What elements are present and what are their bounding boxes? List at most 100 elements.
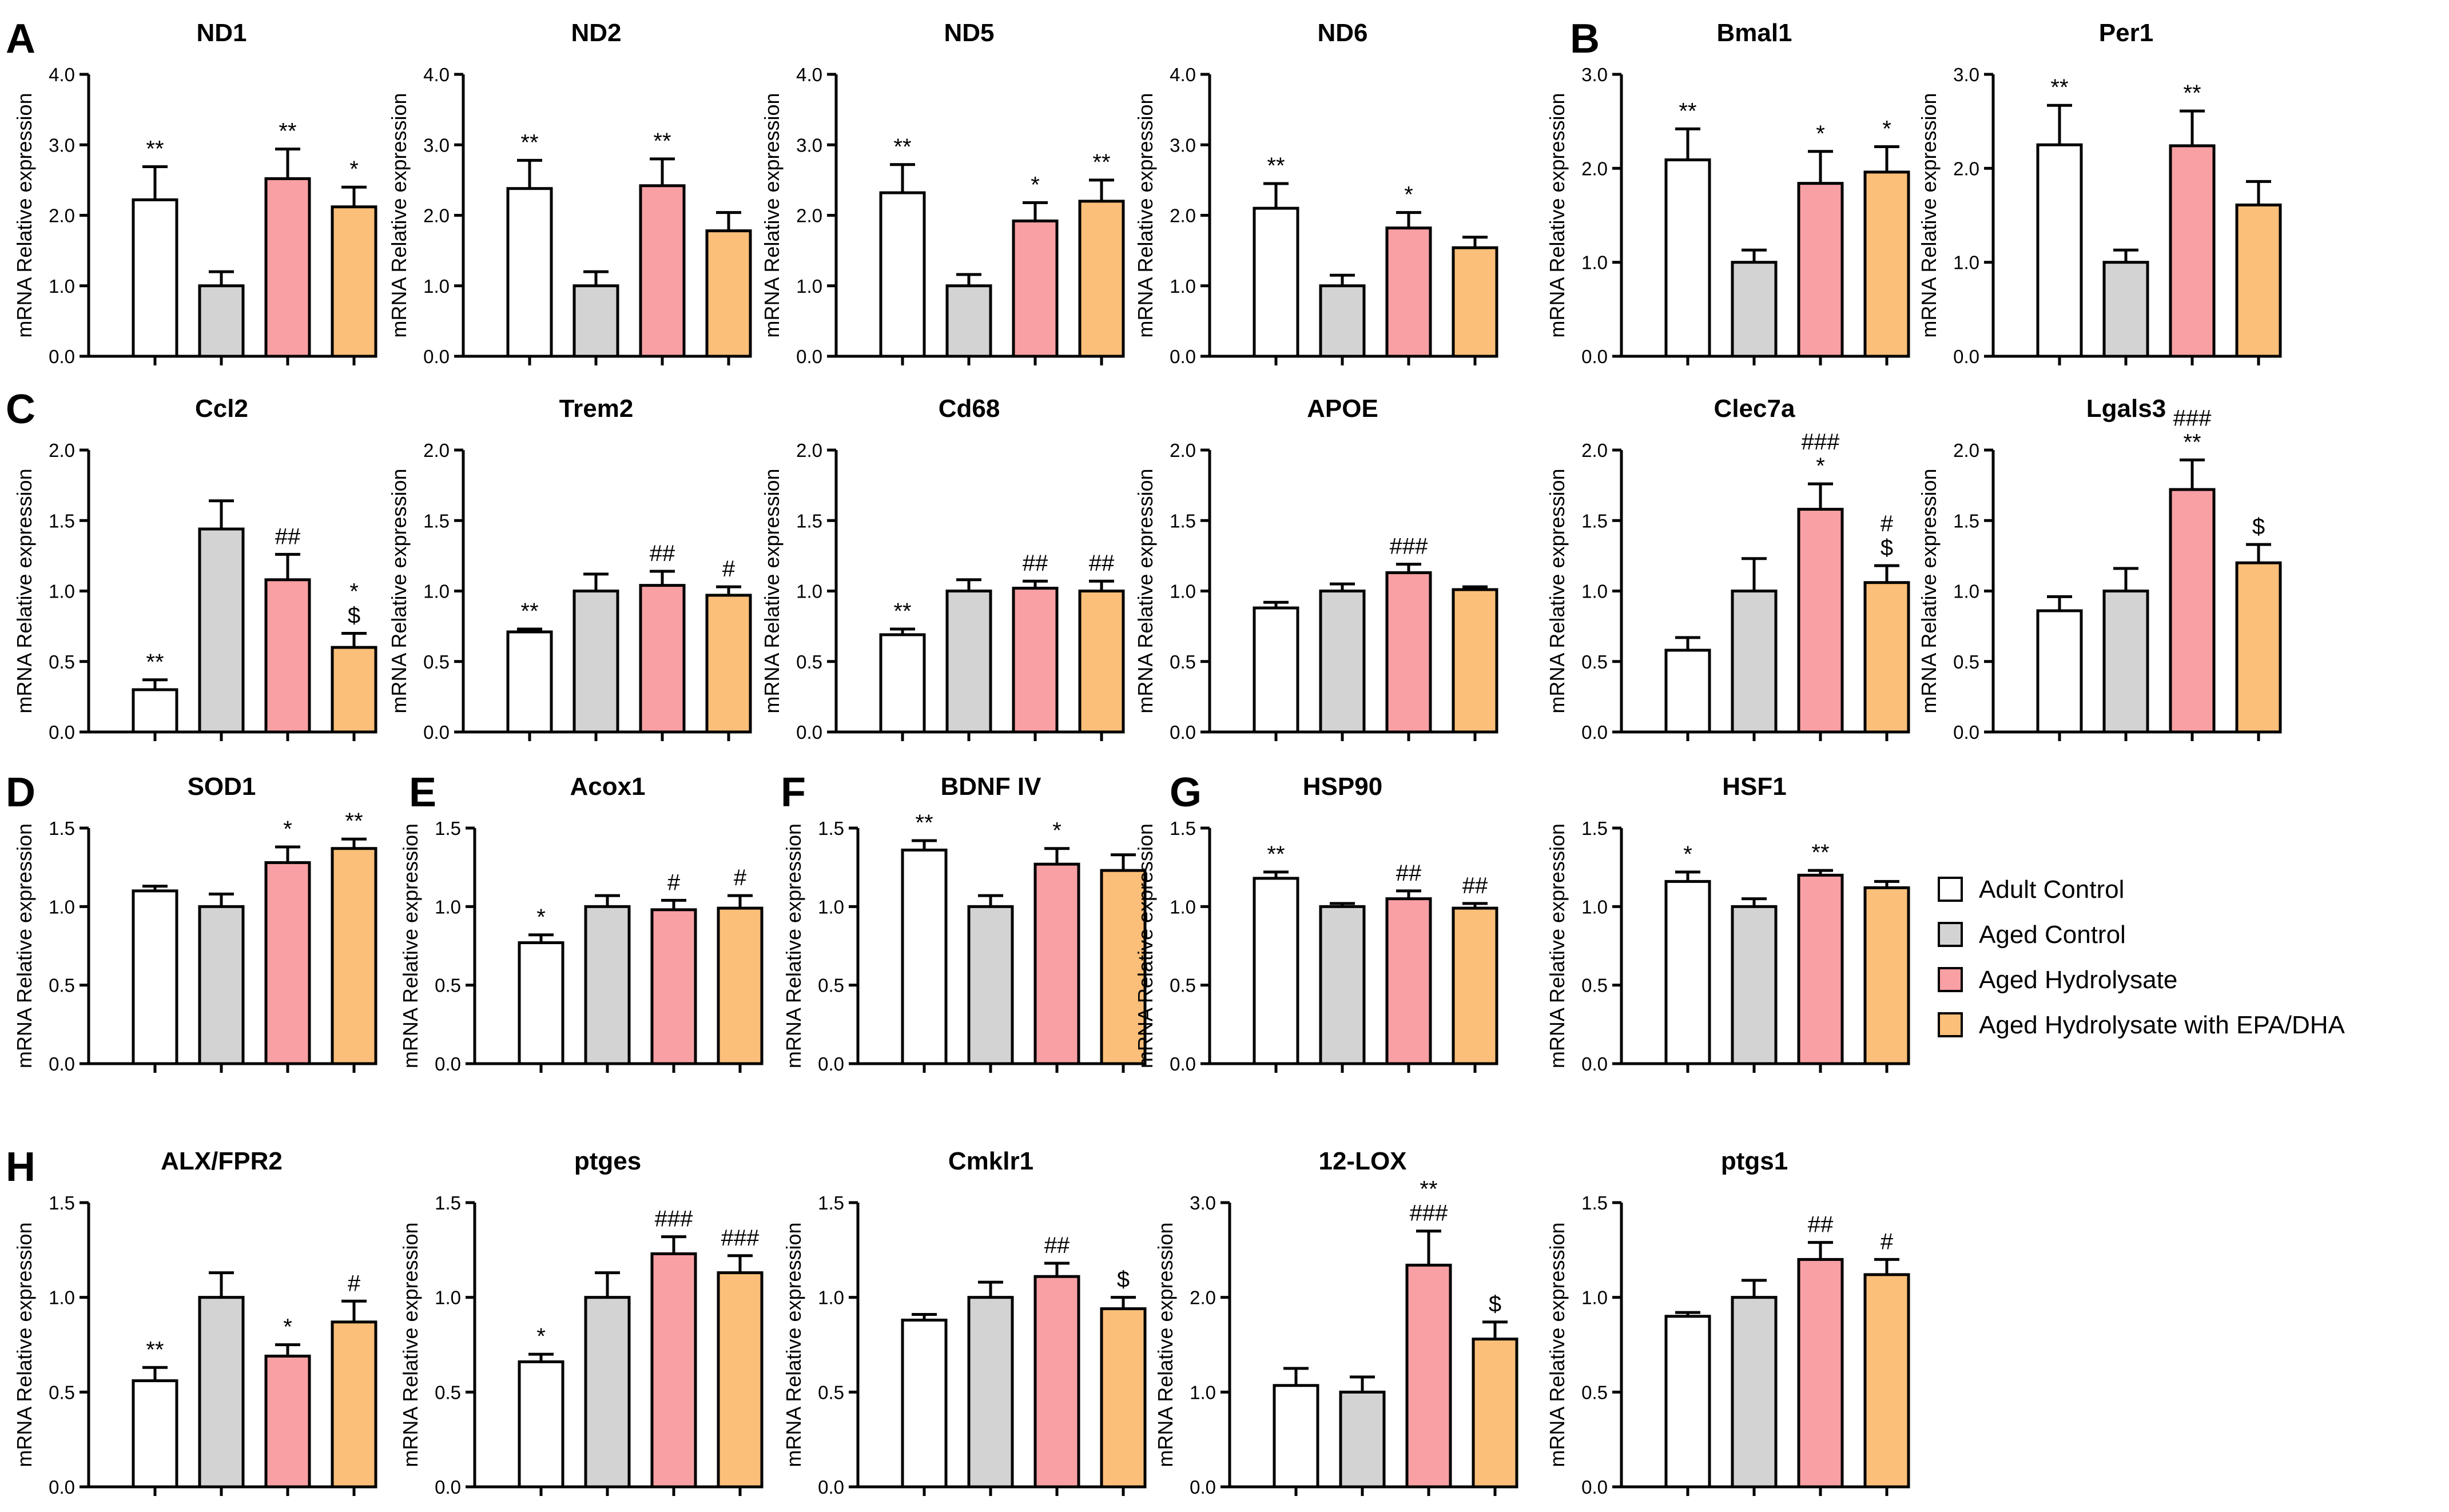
y-tick-label: 0.0	[1170, 1053, 1196, 1075]
panel-label-e: E	[409, 770, 436, 815]
bar-aged-hydrolysate-with-epa-dha	[1863, 886, 1910, 1065]
y-axis-label: mRNA Relative expression	[1134, 93, 1157, 337]
bar-aged-hydrolysate-with-epa-dha	[717, 906, 764, 1065]
y-tick-label: 1.0	[1953, 581, 1979, 602]
chart-title: Clec7a	[1714, 395, 1795, 423]
significance-mark: ##	[1462, 873, 1488, 898]
y-tick-label: 1.5	[1581, 1192, 1608, 1213]
y-tick-label: 1.0	[818, 1287, 844, 1308]
panel-label-d: D	[6, 770, 35, 815]
y-axis-label: mRNA Relative expression	[1545, 468, 1569, 713]
bar-aged-hydrolysate-with-epa-dha	[1452, 906, 1498, 1065]
significance-mark: **	[1679, 98, 1696, 124]
significance-mark: *	[1882, 117, 1891, 142]
y-tick-label: 0.5	[1170, 651, 1196, 673]
chart-title: Ccl2	[195, 395, 248, 423]
bar-aged-hydrolysate	[639, 184, 686, 358]
bar-adult-control	[506, 630, 553, 734]
y-tick-label: 1.5	[818, 1192, 844, 1213]
y-tick-label: 1.5	[818, 818, 844, 839]
y-axis-label: mRNA Relative expression	[387, 93, 411, 337]
bar-aged-hydrolysate-with-epa-dha	[1863, 581, 1910, 734]
bar-aged-hydrolysate	[1797, 873, 1844, 1065]
bar-aged-hydrolysate-with-epa-dha	[1472, 1338, 1518, 1489]
y-axis-label: mRNA Relative expression	[760, 93, 784, 337]
significance-mark: *	[1816, 453, 1825, 479]
significance-mark: **	[279, 119, 296, 144]
y-tick-label: 0.0	[423, 346, 450, 367]
legend-label: Aged Control	[1979, 921, 2126, 949]
bar-aged-hydrolysate	[1797, 182, 1844, 358]
bar-adult-control	[1664, 880, 1711, 1065]
y-tick-label: 2.0	[1581, 440, 1608, 461]
y-tick-label: 1.0	[49, 896, 75, 917]
legend-label: Aged Hydrolysate with EPA/DHA	[1979, 1011, 2345, 1039]
y-tick-label: 1.5	[1953, 510, 1979, 531]
bar-aged-hydrolysate-with-epa-dha	[1863, 1273, 1910, 1489]
panels-group: ND1 mRNA Relative expression 0.0 1.0 2.0 3.0 4…	[6, 16, 2282, 1498]
bar-aged-hydrolysate	[1385, 897, 1432, 1065]
y-tick-label: 0.0	[1170, 346, 1196, 367]
y-tick-label: 1.5	[435, 1192, 461, 1213]
significance-mark: #	[722, 556, 736, 582]
significance-mark: $	[348, 603, 360, 628]
significance-mark: **	[146, 136, 164, 161]
y-tick-label: 1.5	[435, 818, 461, 839]
significance-mark: #	[667, 870, 681, 895]
legend-swatch	[1938, 1012, 1963, 1037]
y-tick-label: 1.0	[49, 581, 75, 602]
chart-title: ND6	[1317, 19, 1367, 47]
y-tick-label: 1.0	[1190, 1382, 1216, 1403]
y-tick-label: 4.0	[423, 64, 450, 85]
y-tick-label: 3.0	[423, 134, 450, 156]
significance-mark: **	[653, 129, 671, 154]
significance-mark: **	[1267, 842, 1285, 867]
bar-aged-hydrolysate	[1385, 226, 1432, 358]
y-tick-label: 0.5	[435, 1382, 461, 1403]
y-tick-label: 0.5	[435, 975, 461, 996]
chart-ptges: ptges mRNA Relative expression 0.0 0.5 1.0 1.…	[399, 1147, 764, 1498]
chart-title: ptges	[574, 1147, 641, 1175]
y-axis-label: mRNA Relative expression	[13, 93, 36, 337]
significance-mark: ##	[275, 524, 301, 549]
chart-title: Bmal1	[1716, 19, 1792, 47]
chart-lgals3: Lgals3 mRNA Relative expression 0.0 0.5 1.0 1…	[1917, 395, 2282, 743]
y-tick-label: 0.0	[1953, 722, 1979, 743]
bar-aged-control	[198, 284, 245, 358]
significance-mark: ##	[1044, 1233, 1070, 1258]
significance-mark: **	[2183, 429, 2201, 455]
y-tick-label: 0.0	[818, 1477, 844, 1498]
y-tick-label: 0.5	[49, 651, 75, 673]
panel-label-f: F	[781, 770, 806, 815]
y-tick-label: 1.0	[435, 1287, 461, 1308]
chart-acox1: Acox1 mRNA Relative expression 0.0 0.5 1.0 1.…	[399, 773, 764, 1075]
significance-mark: **	[2183, 81, 2201, 106]
bar-adult-control	[132, 198, 178, 358]
y-tick-label: 2.0	[49, 205, 75, 226]
bar-adult-control	[518, 941, 564, 1065]
significance-mark: *	[349, 157, 359, 182]
chart-title: SOD1	[188, 773, 256, 801]
chart-title: Acox1	[570, 773, 645, 801]
y-tick-label: 1.5	[1581, 510, 1608, 531]
y-tick-label: 0.5	[49, 1382, 75, 1403]
panel-label-c: C	[6, 387, 35, 432]
bar-aged-hydrolysate	[264, 1354, 311, 1489]
significance-mark: ###	[1390, 534, 1428, 559]
y-tick-label: 1.5	[49, 510, 75, 531]
bar-aged-hydrolysate	[1797, 1258, 1844, 1489]
significance-mark: **	[2050, 75, 2068, 100]
bar-adult-control	[1664, 648, 1711, 734]
significance-mark: **	[520, 599, 538, 624]
bar-aged-hydrolysate-with-epa-dha	[705, 594, 752, 734]
bar-adult-control	[506, 187, 553, 358]
bar-adult-control	[132, 688, 178, 734]
y-tick-label: 2.0	[423, 205, 450, 226]
y-tick-label: 2.0	[423, 440, 450, 461]
significance-mark: **	[146, 650, 164, 675]
y-tick-label: 1.5	[1170, 818, 1196, 839]
bar-aged-hydrolysate	[1405, 1263, 1452, 1489]
chart-title: Cmklr1	[948, 1147, 1033, 1175]
significance-mark: $	[1489, 1292, 1501, 1317]
bar-aged-control	[1319, 905, 1366, 1065]
